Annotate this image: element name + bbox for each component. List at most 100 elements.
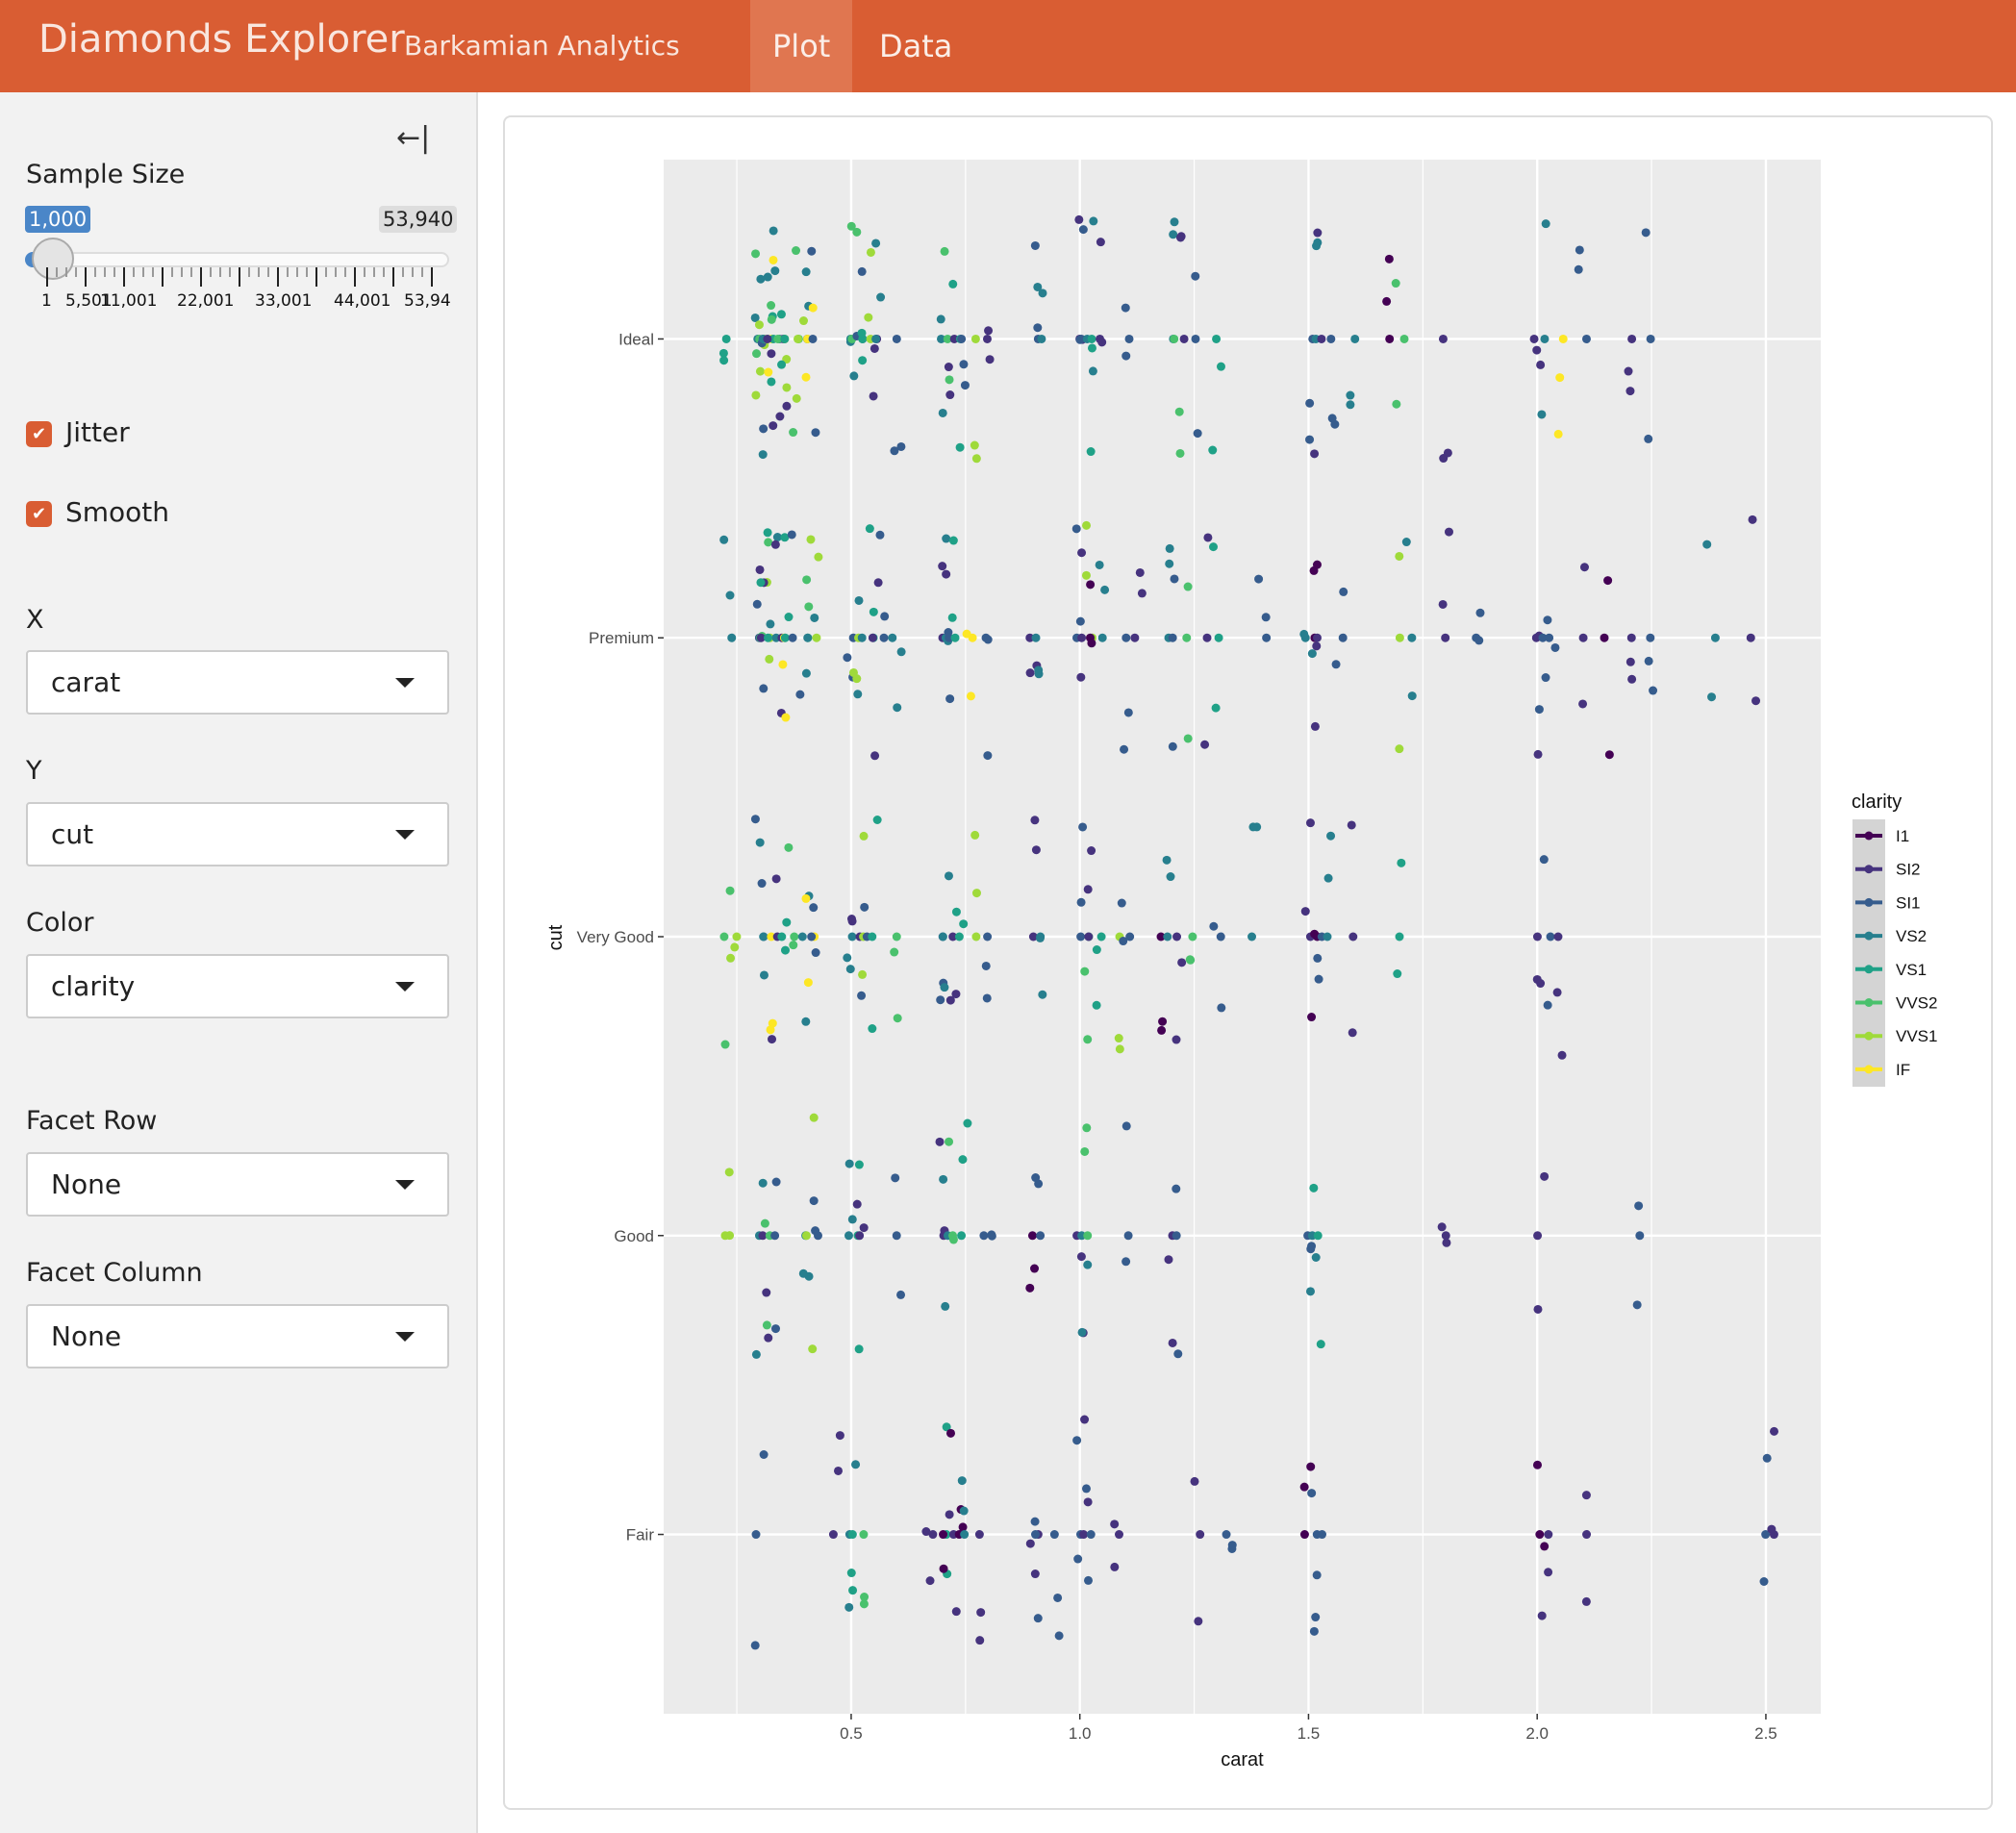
- data-point: [939, 1174, 948, 1184]
- data-point: [1121, 1257, 1131, 1267]
- data-point: [1034, 665, 1044, 675]
- facet-column-select[interactable]: None: [26, 1304, 449, 1368]
- data-point: [1175, 448, 1185, 458]
- data-point: [1581, 1491, 1591, 1500]
- tick-label: 53,940: [404, 291, 450, 311]
- data-point: [1170, 217, 1179, 227]
- data-point: [780, 334, 790, 343]
- data-point: [1746, 633, 1755, 642]
- data-point: [1626, 633, 1636, 642]
- data-point: [1532, 345, 1542, 355]
- data-point: [1172, 932, 1182, 942]
- data-point: [857, 991, 867, 1000]
- data-point: [1625, 387, 1635, 396]
- data-point: [847, 1530, 857, 1540]
- data-point: [1553, 932, 1563, 942]
- data-point: [1077, 633, 1087, 642]
- data-point: [1188, 932, 1197, 942]
- data-point: [762, 1288, 771, 1297]
- data-point: [1214, 633, 1223, 642]
- data-point: [890, 947, 899, 957]
- data-point: [1306, 1462, 1316, 1471]
- data-point: [974, 1530, 984, 1540]
- data-point: [976, 1608, 986, 1618]
- x-select[interactable]: carat: [26, 650, 449, 715]
- facet-row-value: None: [51, 1168, 122, 1200]
- tab-plot[interactable]: Plot: [750, 0, 853, 92]
- data-point: [780, 533, 790, 542]
- data-point: [719, 356, 729, 365]
- data-point: [1641, 228, 1651, 238]
- tick-label: 33,001: [255, 291, 313, 311]
- data-point: [1326, 334, 1336, 343]
- data-point: [1579, 563, 1589, 572]
- data-point: [942, 534, 951, 543]
- data-point: [971, 932, 981, 942]
- data-point: [1086, 1530, 1096, 1540]
- data-point: [1395, 744, 1404, 754]
- data-point: [855, 1231, 865, 1241]
- data-point: [1096, 932, 1106, 942]
- data-point: [945, 1428, 955, 1438]
- data-point: [858, 356, 868, 365]
- data-point: [1157, 1025, 1167, 1035]
- data-point: [726, 953, 736, 963]
- data-point: [1309, 1626, 1319, 1636]
- data-point: [1034, 1179, 1044, 1189]
- data-point: [1307, 649, 1317, 659]
- data-point: [1087, 343, 1096, 353]
- data-point: [792, 393, 801, 403]
- y-label: Y: [26, 756, 42, 786]
- facet-row-select[interactable]: None: [26, 1152, 449, 1217]
- color-select[interactable]: clarity: [26, 954, 449, 1018]
- collapse-sidebar-icon[interactable]: ←|: [396, 121, 431, 155]
- data-point: [1028, 932, 1038, 942]
- data-point: [782, 917, 792, 927]
- data-point: [808, 334, 818, 343]
- data-point: [1407, 633, 1417, 642]
- data-point: [1439, 454, 1449, 464]
- app-title: Diamonds Explorer: [38, 17, 405, 62]
- data-point: [1217, 1003, 1226, 1013]
- data-point: [732, 932, 742, 942]
- data-point: [1031, 633, 1041, 642]
- data-point: [939, 1564, 948, 1573]
- data-point: [1083, 1497, 1093, 1507]
- smooth-checkbox[interactable]: ✔: [26, 501, 52, 527]
- data-point: [759, 1450, 769, 1460]
- chevron-down-icon: [395, 1332, 415, 1342]
- data-point: [811, 948, 820, 958]
- data-point: [808, 303, 818, 313]
- y-select[interactable]: cut: [26, 802, 449, 866]
- data-point: [771, 1177, 781, 1187]
- data-point: [1702, 540, 1712, 549]
- data-point: [935, 1137, 945, 1146]
- data-point: [1603, 576, 1613, 586]
- data-point: [1748, 515, 1757, 524]
- data-point: [1084, 932, 1094, 942]
- data-point: [1262, 633, 1272, 642]
- data-point: [940, 246, 949, 256]
- data-point: [921, 1527, 931, 1537]
- data-point: [865, 524, 874, 534]
- color-select-value: clarity: [51, 970, 136, 1002]
- data-point: [873, 578, 883, 588]
- data-point: [750, 313, 760, 322]
- data-point: [801, 668, 811, 678]
- data-point: [1475, 608, 1485, 617]
- data-point: [941, 1301, 950, 1311]
- data-point: [799, 316, 809, 326]
- jitter-checkbox[interactable]: ✔: [26, 421, 52, 447]
- data-point: [864, 313, 873, 322]
- data-point: [833, 1466, 843, 1475]
- data-point: [951, 990, 961, 999]
- smooth-label: Smooth: [65, 496, 170, 528]
- data-point: [1330, 419, 1340, 429]
- data-point: [1200, 740, 1210, 749]
- tab-data[interactable]: Data: [879, 28, 953, 64]
- data-point: [1407, 691, 1417, 701]
- data-point: [1384, 254, 1394, 264]
- data-point: [764, 367, 773, 377]
- data-point: [1080, 967, 1090, 976]
- data-point: [936, 314, 945, 324]
